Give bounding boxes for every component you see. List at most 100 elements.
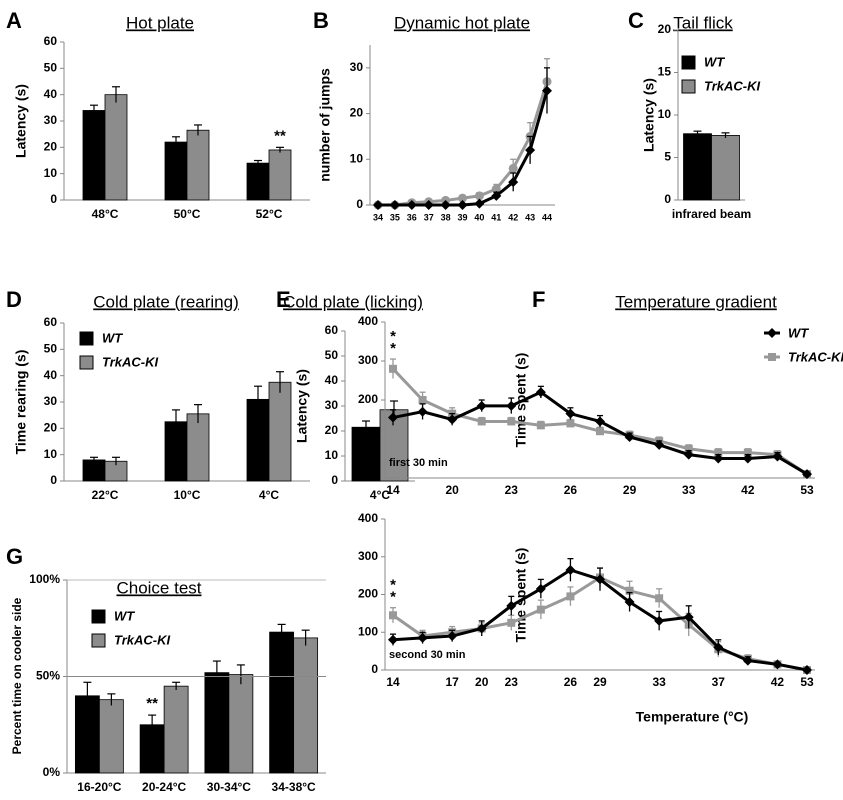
point-F1-ki-7 [596,427,604,436]
x-tick-label-B-1: 35 [390,212,400,222]
panel-label-F1: F [532,287,545,312]
y-tick-label-G: 100% [29,572,60,586]
point-F1-wt-13 [772,451,783,462]
point-F1-wt-0 [388,412,398,423]
x-tick-label-F1-0: 14 [386,483,400,497]
x-tick-label-C-0: infrared beam [672,207,751,221]
y-tick-label-E: 60 [325,323,339,337]
x-tick-label-G-3: 34-38°C [272,780,316,794]
bar-A-ki-1 [186,129,210,201]
y-tick-label-F2: 400 [358,511,378,525]
y-tick-label-F2: 300 [358,549,378,563]
legend-swatch-wt [79,331,94,346]
legend-label-wt: WT [102,330,123,345]
point-B-wt-7 [491,190,502,201]
legend-swatch-wt [91,609,106,624]
x-tick-label-B-8: 42 [508,212,518,222]
y-tick-label-A: 30 [44,113,58,127]
y-tick-label-G: 50% [36,669,60,683]
x-tick-label-A-0: 48°C [92,207,119,221]
point-F2-wt-10 [683,612,694,623]
legend-label-ki: TrkAC-KI [788,349,843,364]
x-tick-label-F2-7: 37 [712,675,726,689]
point-B-ki-5 [458,193,467,203]
point-F1-wt-3 [476,400,487,411]
y-tick-label-D: 30 [44,394,58,408]
y-tick-label-A: 60 [44,34,58,48]
point-F1-wt-4 [506,400,517,411]
point-B-ki-6 [474,191,484,201]
x-tick-label-D-0: 22°C [92,488,119,502]
x-tick-label-B-2: 36 [407,212,417,222]
point-F1-wt-6 [565,408,576,419]
x-tick-label-B-10: 44 [542,212,552,222]
x-tick-label-B-5: 39 [457,212,467,222]
significance-A-0: ** [274,127,286,144]
x-tick-label-B-6: 40 [474,212,484,222]
y-axis-label-G: Percent time on cooler side [10,597,24,754]
point-B-wt-1 [389,200,400,210]
note-F2: second 30 min [389,649,466,661]
legend-label-wt: WT [114,608,135,623]
x-tick-label-F2-2: 20 [475,675,489,689]
bar-G-wt-3 [269,631,295,774]
y-tick-label-F1: 400 [358,314,378,328]
y-axis-label-A: Latency (s) [13,84,29,158]
panel-title-F1: Temperature gradient [615,292,777,311]
panel-label-B: B [313,8,329,33]
panel-title-C: Tail flick [673,13,733,32]
bar-A-ki-2 [268,149,292,201]
point-B-wt-4 [440,200,451,210]
x-tick-label-B-3: 37 [424,212,434,222]
panel-label-D: D [6,287,22,312]
x-tick-label-F2-4: 26 [564,675,578,689]
panel-title-D: Cold plate (rearing) [93,292,239,311]
point-F2-wt-12 [742,655,753,666]
legend-swatch-ki [91,633,106,648]
point-B-wt-3 [423,200,434,210]
y-tick-label-A: 40 [44,87,58,101]
point-F2-ki-9 [655,594,664,603]
y-tick-label-C: 5 [664,150,671,164]
point-F2-wt-2 [447,631,458,642]
point-F1-wt-10 [683,449,694,460]
bar-A-ki-0 [104,94,128,201]
point-F1-wt-11 [713,453,724,464]
y-tick-label-B: 10 [350,151,364,165]
point-B-wt-10 [542,85,552,96]
x-tick-label-F1-5: 33 [682,483,696,497]
bar-G-wt-2 [204,672,230,774]
point-F2-wt-13 [772,659,783,670]
point-F1-ki-5 [536,421,545,430]
x-tick-label-A-1: 50°C [174,207,201,221]
point-B-wt-9 [525,145,536,156]
point-B-wt-5 [457,200,468,210]
y-tick-label-D: 20 [44,421,58,435]
point-B-wt-8 [508,177,519,188]
point-F2-ki-5 [536,605,545,614]
y-tick-label-C: 15 [658,65,672,79]
y-tick-label-E: 0 [331,473,338,487]
bar-C-ki-0 [711,134,740,201]
y-tick-label-A: 10 [44,166,58,180]
point-F1-ki-1 [418,396,427,404]
point-F2-wt-6 [565,564,576,575]
legend-swatch-wt [681,55,696,70]
point-F1-wt-12 [742,453,753,464]
legend-marker-wt [767,328,777,338]
point-F2-wt-9 [654,615,665,626]
panel-label-G: G [6,544,23,569]
panel-title-E: Cold plate (licking) [283,292,423,311]
x-tick-label-B-4: 38 [441,212,451,222]
bar-D-ki-1 [186,413,210,482]
y-tick-label-B: 20 [350,106,364,120]
point-F1-wt-1 [417,406,428,417]
significance-F2-0-0: * [390,577,396,594]
x-tick-label-F1-7: 53 [800,483,814,497]
point-F2-wt-11 [713,642,724,653]
y-tick-label-A: 0 [50,192,57,206]
x-tick-label-F2-8: 42 [771,675,785,689]
y-axis-label-B: number of jumps [317,68,333,182]
x-tick-label-F2-9: 53 [800,675,814,689]
significance-G-0: ** [146,695,158,712]
